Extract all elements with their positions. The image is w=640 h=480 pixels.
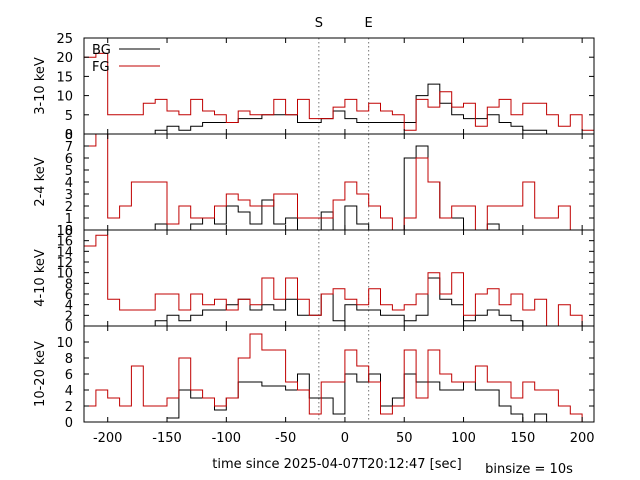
legend: BG FG <box>92 43 160 75</box>
plot-frame-3-10-kev <box>83 37 595 135</box>
series-fg-3-10-kev <box>84 52 594 131</box>
marker-label-s: S <box>315 16 323 31</box>
y-tick-label: 12 <box>56 256 73 271</box>
y-axis-label-10-20-kev: 10-20 keV <box>33 341 48 407</box>
x-axis-label: time since 2025-04-07T20:12:47 [sec] <box>212 457 461 472</box>
y-tick-label: 20 <box>56 51 73 66</box>
y-axis-label-4-10-kev: 4-10 keV <box>33 249 48 307</box>
series-bg-3-10-kev <box>84 83 594 135</box>
series-fg-4-10-kev <box>84 234 594 327</box>
y-tick-label: 0 <box>65 416 73 431</box>
series-bg-4-10-kev <box>84 277 594 327</box>
marker-label-e: E <box>365 16 373 31</box>
y-tick-label: 4 <box>65 176 73 191</box>
y-tick-label: 18 <box>56 224 73 239</box>
y-tick-label: 5 <box>65 164 73 179</box>
legend-label-fg: FG <box>92 60 110 75</box>
x-tick-label: -150 <box>152 431 182 446</box>
y-tick-label: 2 <box>65 309 73 324</box>
y-tick-label: 2 <box>65 200 73 215</box>
y-tick-label: 1 <box>65 212 73 227</box>
y-tick-label: 0 <box>65 128 73 143</box>
legend-label-bg: BG <box>92 43 111 58</box>
x-tick-label: 150 <box>510 431 535 446</box>
y-tick-label: 4 <box>65 384 73 399</box>
y-tick-label: 0 <box>65 224 73 239</box>
x-tick-label: -50 <box>275 431 296 446</box>
y-tick-label: 5 <box>65 109 73 124</box>
x-tick-label: 0 <box>341 431 349 446</box>
y-tick-label: 15 <box>56 70 73 85</box>
y-tick-label: 4 <box>65 299 73 314</box>
binsize-note: binsize = 10s <box>485 462 573 477</box>
x-tick-label: 200 <box>570 431 595 446</box>
y-tick-label: 8 <box>65 277 73 292</box>
y-tick-label: 7 <box>65 140 73 155</box>
y-tick-label: 2 <box>65 400 73 415</box>
y-tick-label: 6 <box>65 368 73 383</box>
x-tick-label: -200 <box>93 431 123 446</box>
panel-3-10-kev: S E 0 5 10 15 20 25 3-10 keV BG FG <box>33 16 595 143</box>
y-tick-label: 3 <box>65 188 73 203</box>
y-tick-label: 10 <box>56 267 73 282</box>
y-tick-label: 16 <box>56 235 73 250</box>
plot-frame-10-20-kev <box>83 325 595 423</box>
series-fg-2-4-kev <box>84 133 594 231</box>
y-tick-label: 10 <box>56 90 73 105</box>
y-tick-label: 10 <box>56 336 73 351</box>
x-tick-label: 50 <box>396 431 413 446</box>
series-fg-10-20-kev <box>84 333 594 423</box>
y-tick-label: 6 <box>65 288 73 303</box>
y-tick-label: 14 <box>56 245 73 260</box>
plot-frame-4-10-kev <box>83 229 595 327</box>
y-tick-label: 8 <box>65 128 73 143</box>
x-tick-label: -100 <box>212 431 242 446</box>
series-bg-10-20-kev <box>84 373 594 423</box>
y-tick-label: 25 <box>56 32 73 47</box>
y-tick-label: 0 <box>65 320 73 335</box>
y-axis-label-2-4-kev: 2-4 keV <box>33 157 48 206</box>
y-tick-label: 8 <box>65 352 73 367</box>
x-tick-label: 100 <box>451 431 476 446</box>
y-axis-label-3-10-kev: 3-10 keV <box>33 57 48 115</box>
series-bg-2-4-kev <box>84 145 594 231</box>
y-tick-label: 6 <box>65 152 73 167</box>
